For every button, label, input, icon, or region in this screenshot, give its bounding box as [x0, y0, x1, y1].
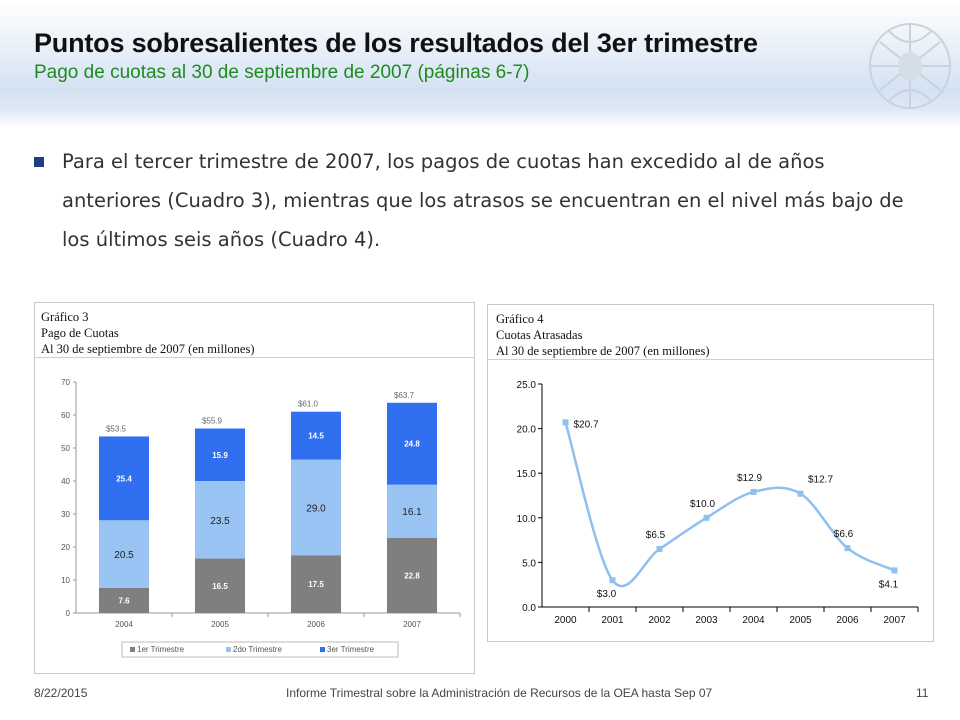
data-label: $3.0	[597, 589, 617, 600]
chart-caption-line: Cuotas Atrasadas	[496, 328, 583, 342]
bar-segment	[195, 558, 245, 613]
y-tick-label: 15.0	[517, 469, 537, 480]
x-tick-label: 2002	[648, 615, 671, 626]
data-label: 25.4	[116, 474, 132, 483]
legend-label: 1er Trimestre	[137, 645, 185, 654]
chart-caption-line: Pago de Cuotas	[41, 326, 119, 340]
data-label: $12.9	[737, 473, 762, 484]
y-tick-label: 40	[61, 477, 70, 486]
y-tick-label: 20.0	[517, 425, 537, 436]
legend-swatch	[130, 647, 135, 652]
y-tick-label: 0.0	[522, 603, 536, 614]
chart-caption-line: Gráfico 3	[41, 310, 89, 324]
data-label: 23.5	[210, 516, 230, 527]
y-tick-label: 70	[61, 378, 70, 387]
legend-label: 3er Trimestre	[327, 645, 375, 654]
data-label: 15.9	[212, 451, 228, 460]
total-label: $55.9	[202, 417, 223, 426]
x-tick-label: 2004	[115, 620, 133, 629]
data-label: $12.7	[808, 475, 833, 486]
bar-segment	[291, 555, 341, 613]
x-tick-label: 2005	[211, 620, 229, 629]
data-label: 14.5	[308, 432, 324, 441]
y-tick-label: 30	[61, 510, 70, 519]
bar-segment	[291, 459, 341, 556]
chart-caption-line: Gráfico 4	[496, 312, 544, 326]
x-tick-label: 2000	[554, 615, 577, 626]
data-label: $4.1	[879, 579, 899, 590]
x-tick-label: 2005	[789, 615, 812, 626]
total-label: $61.0	[298, 400, 319, 409]
total-label: $63.7	[394, 391, 415, 400]
data-label: 20.5	[114, 550, 134, 561]
total-label: $53.5	[106, 424, 127, 433]
data-point	[562, 419, 569, 426]
data-point	[609, 577, 616, 584]
series-line	[564, 421, 896, 588]
x-tick-label: 2007	[883, 615, 906, 626]
data-point	[797, 490, 804, 497]
data-label: 7.6	[118, 596, 130, 605]
y-tick-label: 60	[61, 411, 70, 420]
data-label: 24.8	[404, 440, 420, 449]
header-band	[0, 0, 960, 128]
chart-panel-atrasos: Gráfico 4 Cuotas Atrasadas Al 30 de sept…	[487, 304, 934, 642]
oas-emblem-icon	[869, 23, 951, 109]
y-tick-label: 20	[61, 543, 70, 552]
y-tick-label: 10	[61, 576, 70, 585]
bar-segment	[99, 587, 149, 613]
data-label: $20.7	[574, 419, 599, 430]
data-label: 22.8	[404, 571, 420, 580]
stacked-bar-chart: 0 10 20 30 40 50 60 70 2004 7.6 20.5 25.4 $53.5 2005 1…	[61, 378, 461, 658]
legend-swatch	[226, 647, 231, 652]
y-tick-label: 10.0	[517, 514, 537, 525]
data-point	[656, 546, 663, 553]
x-tick-label: 2003	[695, 615, 718, 626]
legend-box	[121, 641, 399, 658]
x-tick-label: 2006	[836, 615, 859, 626]
x-tick-label: 2007	[403, 620, 421, 629]
slide-title: Puntos sobresalientes de los resultados …	[34, 28, 758, 58]
data-label: 17.5	[308, 580, 324, 589]
page-number: 11	[916, 686, 929, 700]
bar-segment	[291, 411, 341, 460]
data-point	[703, 514, 710, 521]
footer-text: Informe Trimestral sobre la Administraci…	[286, 686, 713, 700]
bar-segment	[99, 436, 149, 521]
footer-date: 8/22/2015	[34, 686, 88, 700]
x-tick-label: 2004	[742, 615, 765, 626]
data-label: $6.6	[834, 529, 854, 540]
bar-segment	[387, 537, 437, 613]
slide-subtitle: Pago de cuotas al 30 de septiembre de 20…	[34, 62, 530, 83]
data-point	[891, 567, 898, 574]
data-point	[844, 545, 851, 552]
y-tick-label: 5.0	[522, 558, 536, 569]
data-label: 16.5	[212, 582, 228, 591]
bar-segment	[195, 428, 245, 481]
data-label: $6.5	[646, 530, 666, 541]
bar-segment	[99, 520, 149, 588]
square-bullet-icon	[34, 157, 44, 167]
bar-segment	[387, 402, 437, 485]
body-text: Para el tercer trimestre de 2007, los pa…	[62, 150, 904, 251]
data-label: 16.1	[402, 507, 422, 518]
data-label: $10.0	[690, 499, 715, 510]
data-point	[750, 488, 757, 495]
line-chart: 0.0 5.0 10.0 15.0 20.0 25.0 2000 2001 2002 2003 20…	[517, 380, 919, 626]
y-tick-label: 25.0	[517, 380, 537, 391]
x-tick-label: 2006	[307, 620, 325, 629]
legend-label: 2do Trimestre	[233, 645, 282, 654]
y-tick-label: 50	[61, 444, 70, 453]
legend-swatch	[320, 647, 325, 652]
y-tick-label: 0	[66, 609, 71, 618]
bar-segment	[195, 481, 245, 559]
bar-segment	[387, 484, 437, 538]
data-label: 29.0	[306, 503, 326, 514]
x-tick-label: 2001	[601, 615, 624, 626]
